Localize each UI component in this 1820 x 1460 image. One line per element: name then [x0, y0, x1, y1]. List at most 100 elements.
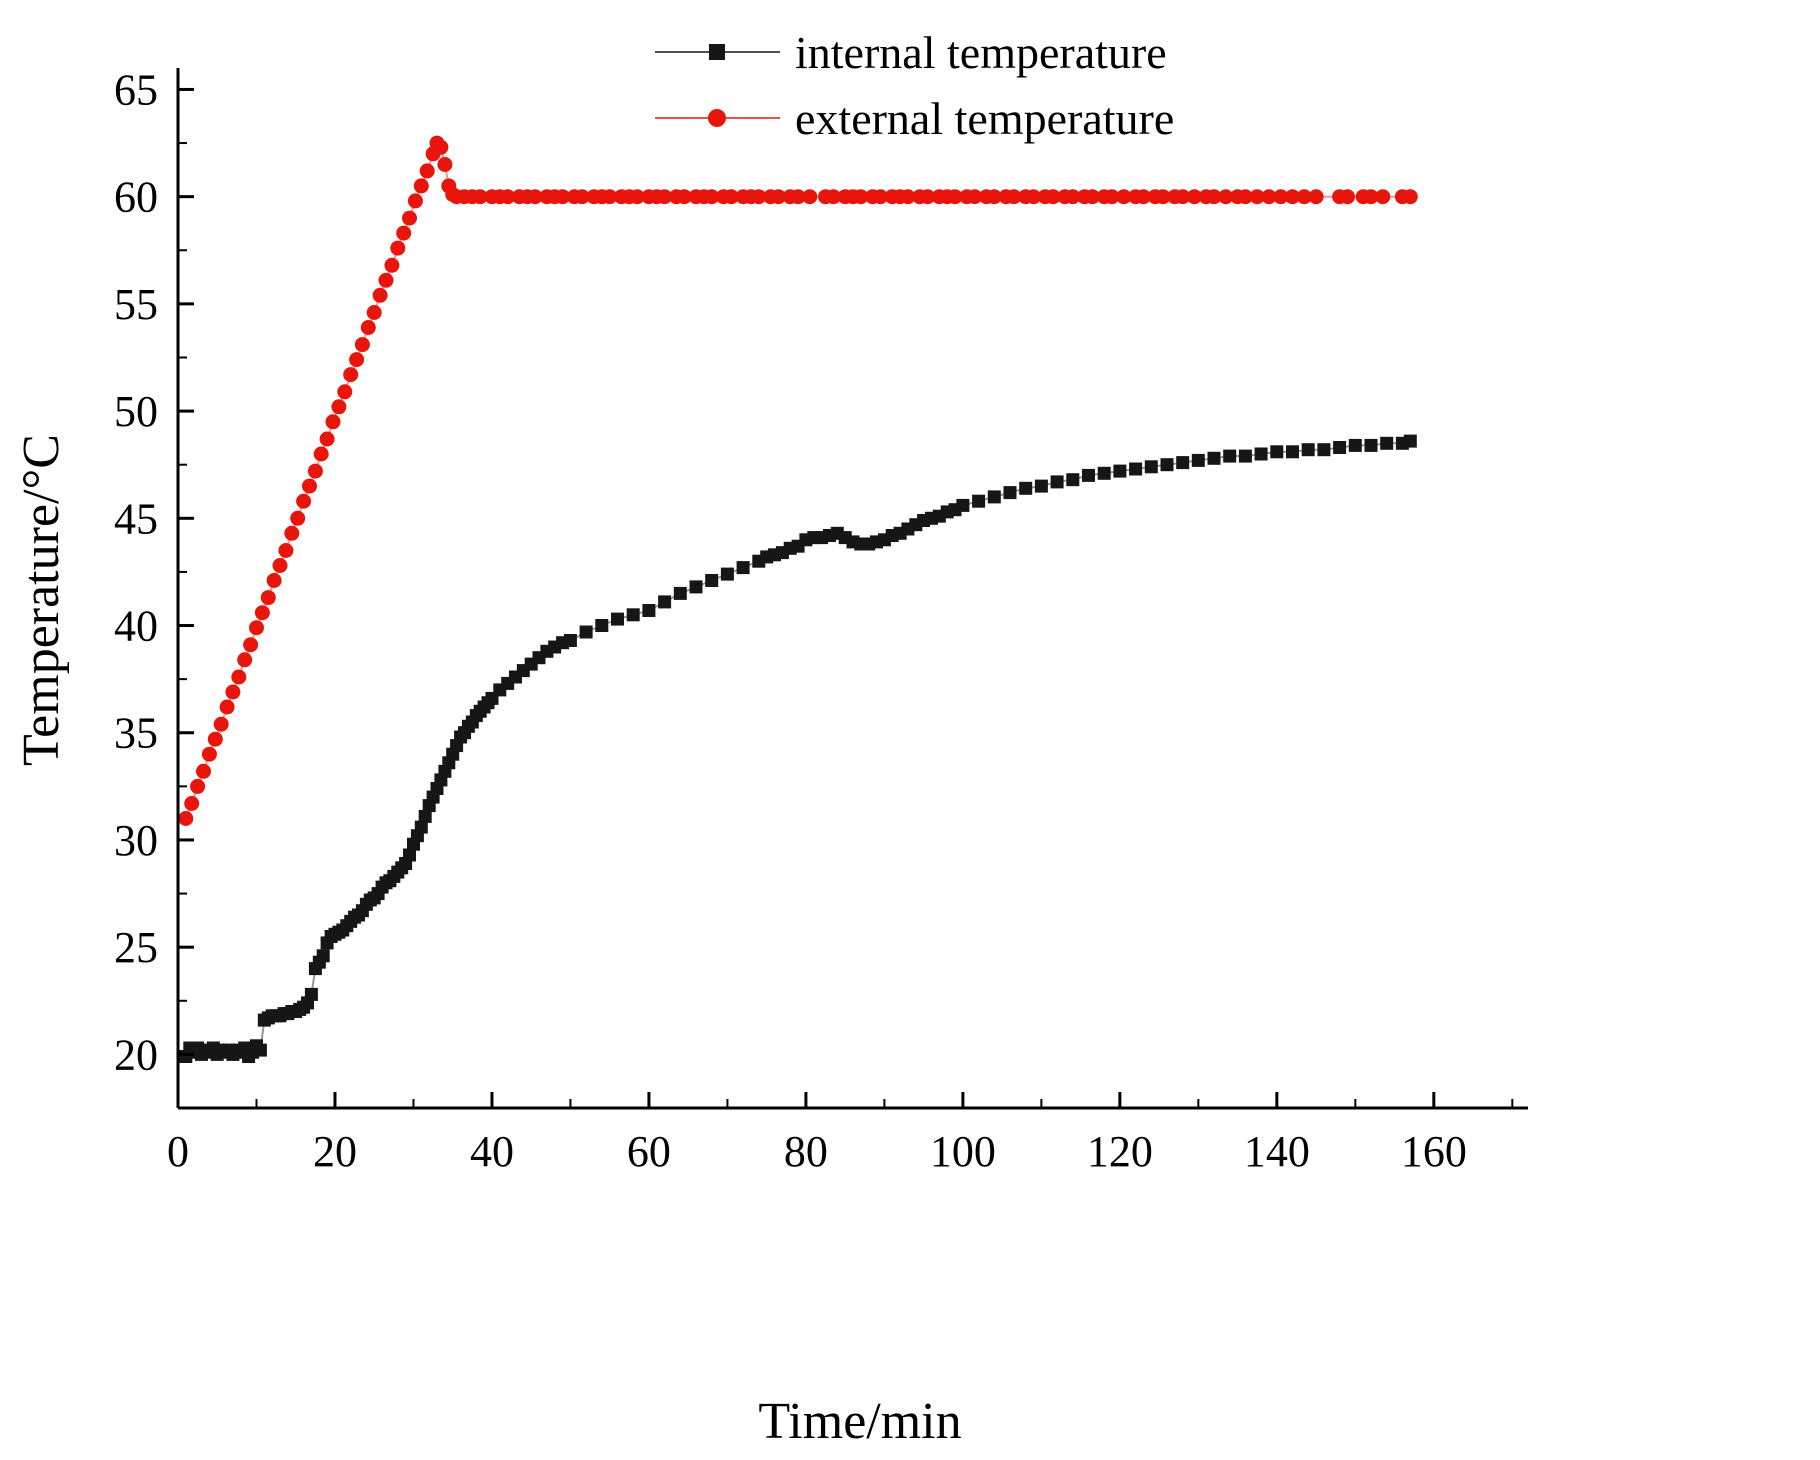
data-point [1116, 189, 1132, 205]
data-point [1129, 462, 1143, 476]
data-point [900, 189, 916, 205]
data-point [595, 619, 609, 632]
data-point [611, 612, 624, 626]
data-point [563, 634, 577, 647]
data-point [500, 189, 516, 205]
data-point [579, 625, 593, 639]
data-point [1364, 438, 1378, 452]
data-point [642, 604, 656, 617]
data-point [1238, 449, 1252, 463]
data-point [302, 478, 317, 494]
data-point [802, 189, 818, 205]
data-point [402, 210, 417, 226]
x-axis-title: Time/min [758, 1393, 961, 1450]
data-point [986, 189, 1002, 205]
data-point [266, 573, 282, 588]
data-point [626, 608, 640, 622]
data-point [825, 189, 841, 205]
data-point [1065, 189, 1081, 205]
data-point [1237, 189, 1253, 205]
data-point [390, 240, 406, 256]
data-point [1155, 189, 1171, 205]
data-point [243, 637, 259, 653]
data-point [249, 620, 264, 636]
data-point [1034, 479, 1048, 493]
data-point [418, 809, 432, 823]
data-point [1082, 468, 1095, 482]
y-axis-title: Temperature/°C [13, 434, 70, 766]
data-point [360, 320, 376, 335]
data-point [407, 193, 423, 209]
data-point [219, 699, 235, 715]
data-point [1270, 445, 1284, 459]
data-point [1273, 189, 1289, 205]
data-point [987, 490, 1001, 504]
series-external-temperature [178, 135, 1418, 826]
data-point [1223, 449, 1237, 463]
data-point [403, 848, 416, 862]
data-point [413, 178, 429, 194]
data-point [1380, 436, 1394, 450]
data-point [278, 543, 294, 558]
data-point [237, 652, 253, 668]
data-point [437, 157, 453, 172]
x-tick-label: 60 [627, 1127, 671, 1176]
data-point [658, 595, 672, 609]
data-point [196, 763, 211, 779]
y-tick-label: 45 [114, 494, 158, 543]
internal-series-marker-icon [709, 44, 725, 60]
data-point [304, 987, 318, 1001]
data-point [1317, 443, 1331, 457]
data-point [736, 561, 750, 575]
data-point [396, 225, 412, 241]
data-point [574, 189, 590, 205]
data-point [296, 493, 312, 509]
legend-label-external: external temperature [795, 93, 1174, 144]
data-point [1050, 475, 1064, 489]
data-point [1285, 189, 1300, 205]
data-point [366, 305, 382, 320]
data-point [190, 778, 206, 794]
y-tick-label: 25 [114, 923, 158, 972]
data-point [1403, 434, 1417, 448]
data-point [316, 949, 330, 963]
data-point [1308, 189, 1324, 205]
legend-label-internal: internal temperature [795, 27, 1167, 78]
data-point [873, 189, 888, 205]
data-point [472, 189, 488, 205]
x-tick-label: 160 [1401, 1127, 1467, 1176]
x-tick-label: 40 [470, 1127, 514, 1176]
data-point [1333, 441, 1347, 454]
data-point [1019, 481, 1033, 495]
data-point [1363, 189, 1379, 205]
data-point [349, 352, 365, 368]
data-point [527, 189, 543, 205]
data-point [1186, 189, 1202, 205]
data-point [1340, 189, 1355, 205]
data-point [231, 669, 247, 685]
data-point [313, 446, 329, 462]
data-point [354, 337, 370, 353]
data-point [1375, 189, 1391, 205]
data-point [1160, 458, 1174, 472]
x-tick-label: 120 [1087, 1127, 1153, 1176]
data-point [1191, 453, 1205, 467]
series-line-internal-temperature [184, 440, 1411, 1059]
y-tick-label: 55 [114, 280, 158, 329]
x-tick-label: 0 [167, 1127, 189, 1176]
data-point [555, 189, 571, 205]
y-tick-label: 30 [114, 816, 158, 865]
data-point [1301, 443, 1315, 457]
data-point [307, 463, 323, 479]
data-point [790, 189, 806, 205]
data-point [1026, 189, 1041, 205]
data-point [967, 189, 983, 205]
data-point [1402, 189, 1418, 205]
data-point [372, 287, 388, 303]
data-point [947, 189, 963, 205]
data-point [770, 189, 786, 205]
y-tick-label: 60 [114, 173, 158, 222]
data-point [178, 811, 194, 826]
data-point [184, 796, 200, 811]
